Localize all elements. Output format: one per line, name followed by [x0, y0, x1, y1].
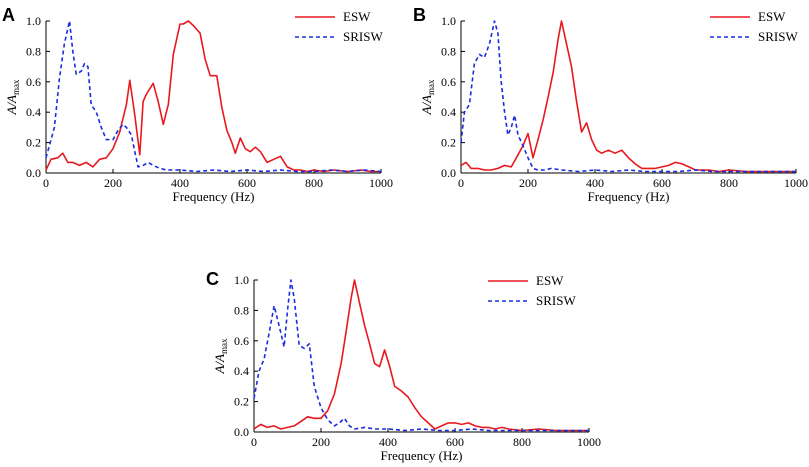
series-line-srisw	[460, 20, 796, 173]
y-tick-label: 0.2	[441, 136, 456, 150]
x-tick-label: 200	[519, 176, 537, 190]
y-tick-label: 1.0	[441, 14, 456, 28]
series-line-srisw	[45, 20, 382, 173]
x-tick-label: 0	[458, 176, 464, 190]
y-tick-label: 0.6	[26, 75, 41, 89]
series-line-esw	[45, 20, 381, 173]
panel-label: B	[413, 5, 426, 25]
x-tick-label: 600	[238, 176, 256, 190]
y-tick-label: 0.6	[441, 75, 456, 89]
y-tick-label: 1.0	[26, 14, 41, 28]
y-tick-label: 0.8	[441, 44, 456, 58]
x-tick-label: 0	[43, 176, 49, 190]
y-axis-title-main: A/A	[4, 95, 19, 116]
y-tick-label: 0.8	[234, 303, 249, 317]
y-tick-label: 0.4	[441, 105, 456, 119]
series-line-esw	[253, 279, 589, 432]
y-axis-title: A/Amax	[4, 79, 21, 115]
y-axis-title-sub: max	[11, 79, 21, 95]
legend-label-srisw: SRISW	[536, 293, 576, 308]
panel-c: C 0.0 0.2 0.4 0.6 0.8 1.0 0 200 400 600 800 1000 Freq…	[206, 269, 601, 463]
x-axis-title: Frequency (Hz)	[588, 189, 670, 204]
x-tick-label: 1000	[369, 176, 393, 190]
y-tick-label: 0.2	[234, 395, 249, 409]
x-tick-label: 600	[446, 435, 464, 449]
x-tick-label: 1000	[784, 176, 808, 190]
x-tick-label: 600	[653, 176, 671, 190]
x-tick-label: 0	[251, 435, 257, 449]
panel-b: B 0.0 0.2 0.4 0.6 0.8 1.0 0 200 400 600 800 1000 Freq…	[413, 5, 808, 204]
y-tick-label: 0.4	[234, 364, 249, 378]
x-tick-label: 200	[312, 435, 330, 449]
y-axis-title: A/Amax	[212, 338, 229, 374]
x-axis-title: Frequency (Hz)	[381, 448, 463, 463]
legend-label-srisw: SRISW	[343, 29, 383, 44]
legend-label-srisw: SRISW	[758, 29, 798, 44]
x-tick-label: 200	[104, 176, 122, 190]
y-axis-title-main: A/A	[419, 95, 434, 116]
y-tick-label: 0.2	[26, 136, 41, 150]
x-tick-label: 400	[379, 435, 397, 449]
panel-label: C	[206, 269, 219, 289]
panel-a: A 0.0 0.2 0.4 0.6 0.8 1.0 0 200 400 600 800 1000 Freq…	[2, 5, 393, 204]
x-tick-label: 1000	[577, 435, 601, 449]
y-tick-label: 0.8	[26, 44, 41, 58]
legend-label-esw: ESW	[758, 9, 786, 24]
y-tick-label: 0.0	[441, 166, 456, 180]
x-tick-label: 800	[720, 176, 738, 190]
y-tick-label: 0.0	[26, 166, 41, 180]
y-tick-label: 1.0	[234, 273, 249, 287]
x-tick-label: 800	[305, 176, 323, 190]
x-tick-label: 400	[586, 176, 604, 190]
panel-label: A	[2, 5, 15, 25]
y-tick-label: 0.4	[26, 105, 41, 119]
y-axis-title-main: A/A	[212, 354, 227, 375]
series-line-esw	[460, 20, 796, 173]
x-tick-label: 800	[513, 435, 531, 449]
series-line-srisw	[253, 279, 589, 432]
legend-label-esw: ESW	[536, 273, 564, 288]
y-axis-title: A/Amax	[419, 79, 436, 115]
x-tick-label: 400	[171, 176, 189, 190]
x-axis-title: Frequency (Hz)	[173, 189, 255, 204]
y-tick-label: 0.6	[234, 334, 249, 348]
y-axis-title-sub: max	[219, 338, 229, 354]
legend-label-esw: ESW	[343, 9, 371, 24]
y-axis-title-sub: max	[426, 79, 436, 95]
y-tick-label: 0.0	[234, 425, 249, 439]
